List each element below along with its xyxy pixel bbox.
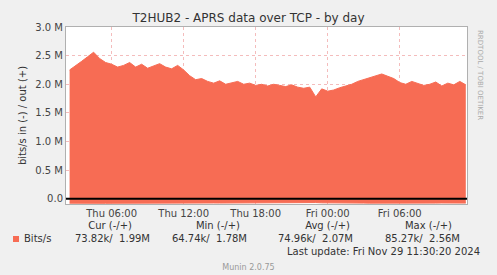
html-text:74.96k/ 2.07M: 74.96k/ 2.07M [278, 233, 353, 244]
html-text:Max (-/+): Max (-/+) [405, 220, 452, 231]
html-text:64.74k/ 1.78M: 64.74k/ 1.78M [172, 233, 247, 244]
html-text:Last update: Fri Nov 29 11:30:: Last update: Fri Nov 29 11:30:20 2024 [287, 246, 480, 257]
svg-text:1.0 M: 1.0 M [35, 136, 63, 147]
svg-text:Thu 18:00: Thu 18:00 [229, 208, 281, 219]
svg-text:2.5 M: 2.5 M [35, 50, 63, 61]
html-text:Min (-/+): Min (-/+) [195, 220, 240, 231]
svg-text:Thu 06:00: Thu 06:00 [85, 208, 137, 219]
svg-text:0.0: 0.0 [47, 193, 63, 204]
svg-text:bits/s in (-) / out (+): bits/s in (-) / out (+) [17, 66, 28, 165]
svg-text:1.5 M: 1.5 M [35, 107, 63, 118]
html-text:Bits/s: Bits/s [24, 233, 52, 244]
html-text:Avg (-/+): Avg (-/+) [305, 220, 350, 231]
html-text:85.27k/ 2.56M: 85.27k/ 2.56M [385, 233, 460, 244]
svg-text:3.0 M: 3.0 M [35, 22, 63, 33]
html-text:Munin 2.0.75: Munin 2.0.75 [222, 263, 275, 272]
svg-text:Thu 12:00: Thu 12:00 [157, 208, 209, 219]
svg-text:2.0 M: 2.0 M [35, 79, 63, 90]
html-text:RRDTOOL / TOBI OETIKER: RRDTOOL / TOBI OETIKER [476, 30, 484, 121]
svg-text:T2HUB2 - APRS data over TCP -: T2HUB2 - APRS data over TCP - by day [131, 11, 364, 25]
html-text:73.82k/ 1.99M: 73.82k/ 1.99M [75, 233, 150, 244]
svg-text:Fri 00:00: Fri 00:00 [306, 208, 350, 219]
svg-text:0.5 M: 0.5 M [35, 165, 63, 176]
html-text:Cur (-/+): Cur (-/+) [88, 220, 132, 231]
svg-text:Fri 06:00: Fri 06:00 [378, 208, 422, 219]
